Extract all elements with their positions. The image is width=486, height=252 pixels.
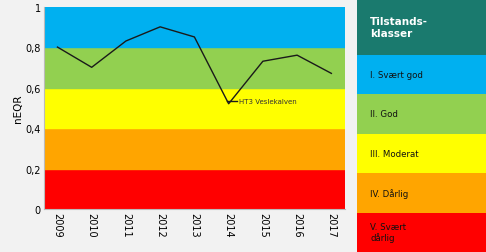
Bar <box>357 213 486 252</box>
Bar <box>357 134 486 173</box>
Bar <box>357 0 486 55</box>
Text: III. Moderat: III. Moderat <box>370 149 419 158</box>
Bar <box>44 88 345 129</box>
Bar <box>357 95 486 134</box>
Bar <box>44 48 345 88</box>
Text: HT3 Veslekalven: HT3 Veslekalven <box>239 98 296 104</box>
Text: Tilstands-
klasser: Tilstands- klasser <box>370 17 428 39</box>
Bar <box>44 8 345 48</box>
Bar <box>44 169 345 209</box>
Text: V. Svært
dårlig: V. Svært dårlig <box>370 222 406 242</box>
Bar <box>357 173 486 213</box>
Bar <box>44 129 345 169</box>
Bar <box>357 55 486 95</box>
Text: IV. Dårlig: IV. Dårlig <box>370 188 408 198</box>
Text: I. Svært god: I. Svært god <box>370 71 423 80</box>
Text: II. God: II. God <box>370 110 398 119</box>
Y-axis label: nEQR: nEQR <box>13 94 23 122</box>
